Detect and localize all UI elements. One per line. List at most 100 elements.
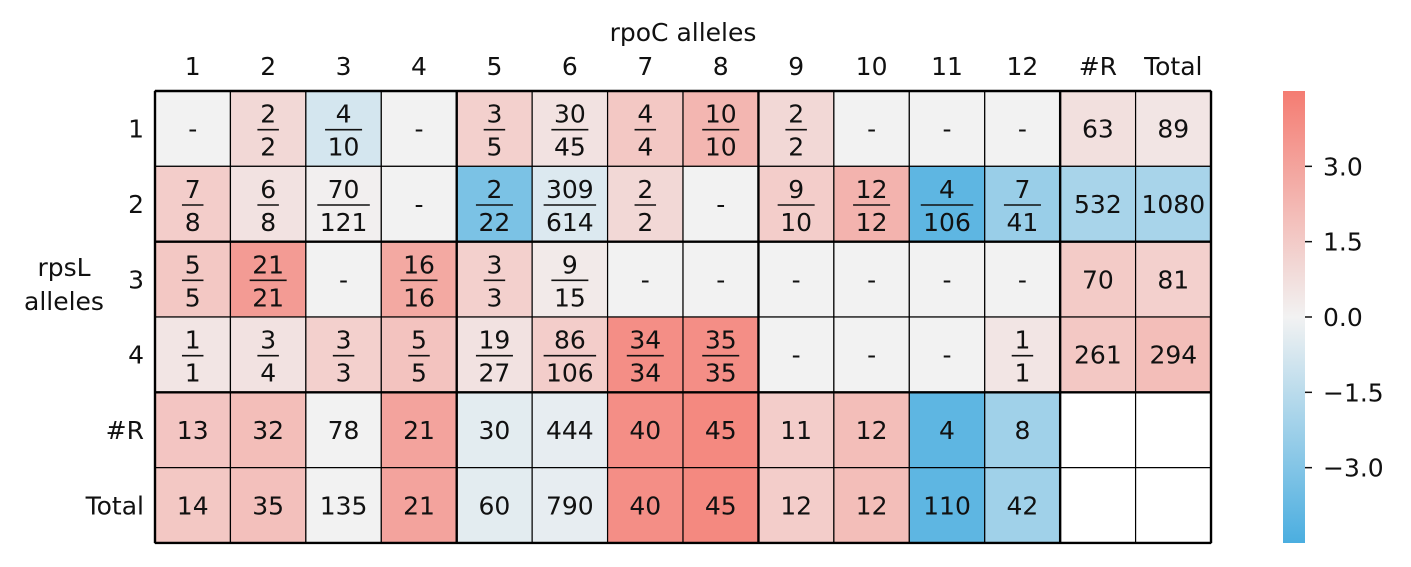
fraction-numerator: 9 bbox=[788, 175, 804, 204]
heatmap-cell bbox=[229, 90, 307, 167]
fraction-numerator: 3 bbox=[486, 250, 502, 279]
y-axis-label: rpsL alleles bbox=[24, 253, 104, 316]
cell-value-label: 81 bbox=[1157, 265, 1189, 294]
cell-value-label: 1080 bbox=[1141, 190, 1205, 219]
fraction-label: 35 bbox=[483, 100, 506, 162]
fraction-numerator: 35 bbox=[705, 326, 737, 355]
heatmap-cell bbox=[531, 90, 609, 167]
heatmap-cell bbox=[456, 467, 533, 544]
column-label: 7 bbox=[637, 52, 653, 81]
heatmap-cell bbox=[456, 165, 533, 243]
colorbar-tick-label: 1.5 bbox=[1323, 228, 1363, 257]
fraction-numerator: 4 bbox=[637, 100, 653, 129]
cell-value-label: 32 bbox=[252, 416, 284, 445]
fraction-denominator: 12 bbox=[856, 208, 888, 237]
heatmap-cell bbox=[984, 316, 1061, 393]
heatmap-cell bbox=[305, 165, 382, 243]
colorbar-tick-label: −3.0 bbox=[1323, 454, 1384, 483]
fraction-numerator: 309 bbox=[546, 175, 594, 204]
cell-value-label: - bbox=[792, 341, 801, 370]
heatmap-cell bbox=[682, 165, 760, 243]
column-label: 6 bbox=[562, 52, 578, 81]
fraction-denominator: 3 bbox=[336, 359, 352, 388]
heatmap-cell bbox=[757, 467, 835, 544]
heatmap-cell bbox=[380, 165, 458, 243]
fraction-denominator: 10 bbox=[705, 133, 737, 162]
fraction-label: 55 bbox=[181, 250, 204, 312]
heatmap-cell bbox=[1059, 316, 1137, 393]
fraction-denominator: 5 bbox=[185, 283, 201, 312]
chart-title: rpoC alleles bbox=[610, 18, 757, 47]
fraction-label: 22 bbox=[634, 175, 657, 237]
fraction-denominator: 1 bbox=[185, 359, 201, 388]
fraction-denominator: 5 bbox=[486, 133, 502, 162]
cell-value-label: - bbox=[414, 115, 423, 144]
colorbar: 3.0 1.5 0.0 −1.5 −3.0 bbox=[1283, 91, 1384, 543]
fraction-numerator: 16 bbox=[403, 250, 435, 279]
cell-value-label: - bbox=[942, 265, 951, 294]
fraction-denominator: 4 bbox=[260, 359, 276, 388]
heatmap-cell bbox=[682, 90, 760, 167]
fraction-label: 11 bbox=[1011, 326, 1034, 388]
cell-value-label: 40 bbox=[629, 491, 661, 520]
fraction-denominator: 10 bbox=[780, 208, 812, 237]
fraction-numerator: 10 bbox=[705, 100, 737, 129]
colorbar-tick-label: −1.5 bbox=[1323, 378, 1384, 407]
colorbar-tick-label: 0.0 bbox=[1323, 303, 1363, 332]
fraction-numerator: 5 bbox=[411, 326, 427, 355]
cell-value-label: 89 bbox=[1157, 115, 1189, 144]
fraction-denominator: 15 bbox=[554, 283, 586, 312]
cell-value-label: 12 bbox=[856, 491, 888, 520]
cell-value-label: - bbox=[716, 190, 725, 219]
y-axis-label-line-2: alleles bbox=[24, 287, 104, 316]
fraction-numerator: 4 bbox=[336, 100, 352, 129]
cell-value-label: - bbox=[188, 115, 197, 144]
cell-value-label: 30 bbox=[479, 416, 511, 445]
cell-value-label: 60 bbox=[479, 491, 511, 520]
fraction-numerator: 7 bbox=[185, 175, 201, 204]
column-label: 10 bbox=[856, 52, 888, 81]
heatmap-cell bbox=[1134, 467, 1212, 544]
cell-value-label: 12 bbox=[780, 491, 812, 520]
fraction-denominator: 41 bbox=[1007, 208, 1039, 237]
cell-value-label: 790 bbox=[546, 491, 594, 520]
heatmap-cell bbox=[380, 467, 458, 544]
fraction-label: 222 bbox=[475, 175, 513, 237]
fraction-denominator: 16 bbox=[403, 283, 435, 312]
cell-value-label: 11 bbox=[780, 416, 812, 445]
row-label: 4 bbox=[128, 341, 144, 370]
heatmap-cell bbox=[380, 316, 458, 393]
fraction-numerator: 3 bbox=[336, 326, 352, 355]
heatmap-cell bbox=[757, 165, 835, 243]
fraction-numerator: 4 bbox=[939, 175, 955, 204]
fraction-label: 55 bbox=[408, 326, 430, 388]
heatmap-cells bbox=[154, 90, 1212, 544]
cell-value-label: 4 bbox=[939, 416, 955, 445]
cell-value-label: 40 bbox=[629, 416, 661, 445]
cell-value-label: - bbox=[641, 265, 650, 294]
cell-value-label: - bbox=[867, 265, 876, 294]
cell-value-label: - bbox=[792, 265, 801, 294]
fraction-denominator: 10 bbox=[328, 133, 360, 162]
column-label: #R bbox=[1079, 52, 1117, 81]
fraction-label: 410 bbox=[325, 100, 363, 162]
cell-value-label: 294 bbox=[1149, 341, 1197, 370]
heatmap-cell bbox=[380, 90, 458, 167]
cell-value-label: 8 bbox=[1014, 416, 1030, 445]
heatmap-cell bbox=[1059, 467, 1137, 544]
column-label: 2 bbox=[260, 52, 276, 81]
heatmap-cell bbox=[305, 391, 382, 469]
heatmap-cell bbox=[1134, 165, 1212, 243]
fraction-numerator: 2 bbox=[260, 100, 276, 129]
fraction-numerator: 7 bbox=[1014, 175, 1030, 204]
heatmap-cell bbox=[833, 90, 910, 167]
cell-value-label: - bbox=[339, 265, 348, 294]
column-label: 5 bbox=[486, 52, 502, 81]
fraction-label: 741 bbox=[1003, 175, 1041, 237]
fraction-denominator: 121 bbox=[320, 208, 368, 237]
